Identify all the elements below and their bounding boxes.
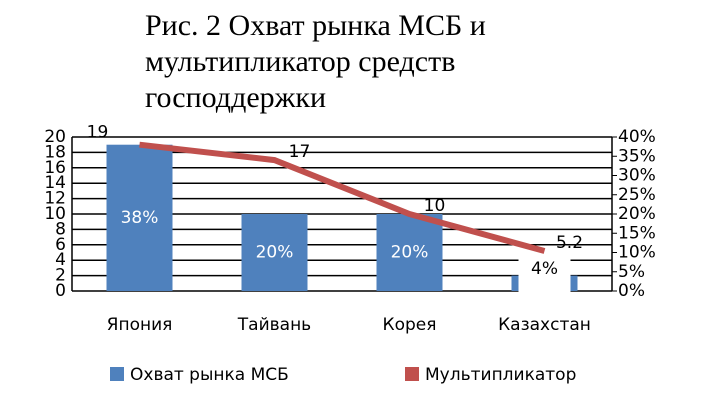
y2-tick-label: 10% (618, 243, 656, 263)
y-tick-label: 14 (44, 173, 66, 193)
x-tick-label: Казахстан (498, 315, 591, 335)
bar-label: 4% (531, 259, 558, 279)
y2-tick-label: 5% (618, 262, 645, 282)
y2-tick-label: 15% (618, 223, 656, 243)
legend-label: Охват рынка МСБ (130, 365, 289, 385)
chart-title: Рис. 2 Охват рынка МСБ и мультипликатор … (145, 9, 486, 114)
bar-label: 38% (121, 208, 159, 228)
line-label: 19 (87, 123, 109, 143)
y-tick-label: 10 (44, 204, 66, 224)
y2-tick-label: 35% (618, 146, 656, 166)
y-tick-label: 18 (44, 142, 66, 162)
bar-label: 20% (391, 243, 429, 263)
line (139, 141, 546, 254)
y-tick-label: 4 (55, 250, 66, 270)
bar-label: 20% (256, 243, 294, 263)
y2-tick-label: 20% (618, 204, 656, 224)
bar (241, 214, 308, 291)
y-tick-label: 20 (44, 127, 66, 147)
legend-label: Мультипликатор (425, 365, 576, 385)
x-tick-label: Корея (383, 315, 437, 335)
y-tick-label: 12 (44, 189, 66, 209)
line-label: 5.2 (556, 233, 583, 253)
legend-swatch (110, 367, 124, 381)
legend-swatch (405, 367, 419, 381)
line-label: 10 (424, 196, 446, 216)
label-bg (518, 256, 571, 311)
y-tick-label: 2 (55, 266, 66, 286)
y-tick-label: 0 (55, 281, 66, 301)
y2-tick-label: 25% (618, 185, 656, 205)
x-tick-label: Тайвань (237, 315, 311, 335)
y2-tick-label: 30% (618, 166, 656, 186)
bar (106, 144, 173, 291)
y-tick-label: 6 (55, 235, 66, 255)
bar (376, 214, 443, 291)
x-tick-label: Япония (107, 315, 173, 335)
y2-tick-label: 40% (618, 127, 656, 147)
y2-tick-label: 0% (618, 281, 645, 301)
y-tick-label: 16 (44, 158, 66, 178)
line-label: 17 (289, 142, 311, 162)
y-tick-label: 8 (55, 219, 66, 239)
